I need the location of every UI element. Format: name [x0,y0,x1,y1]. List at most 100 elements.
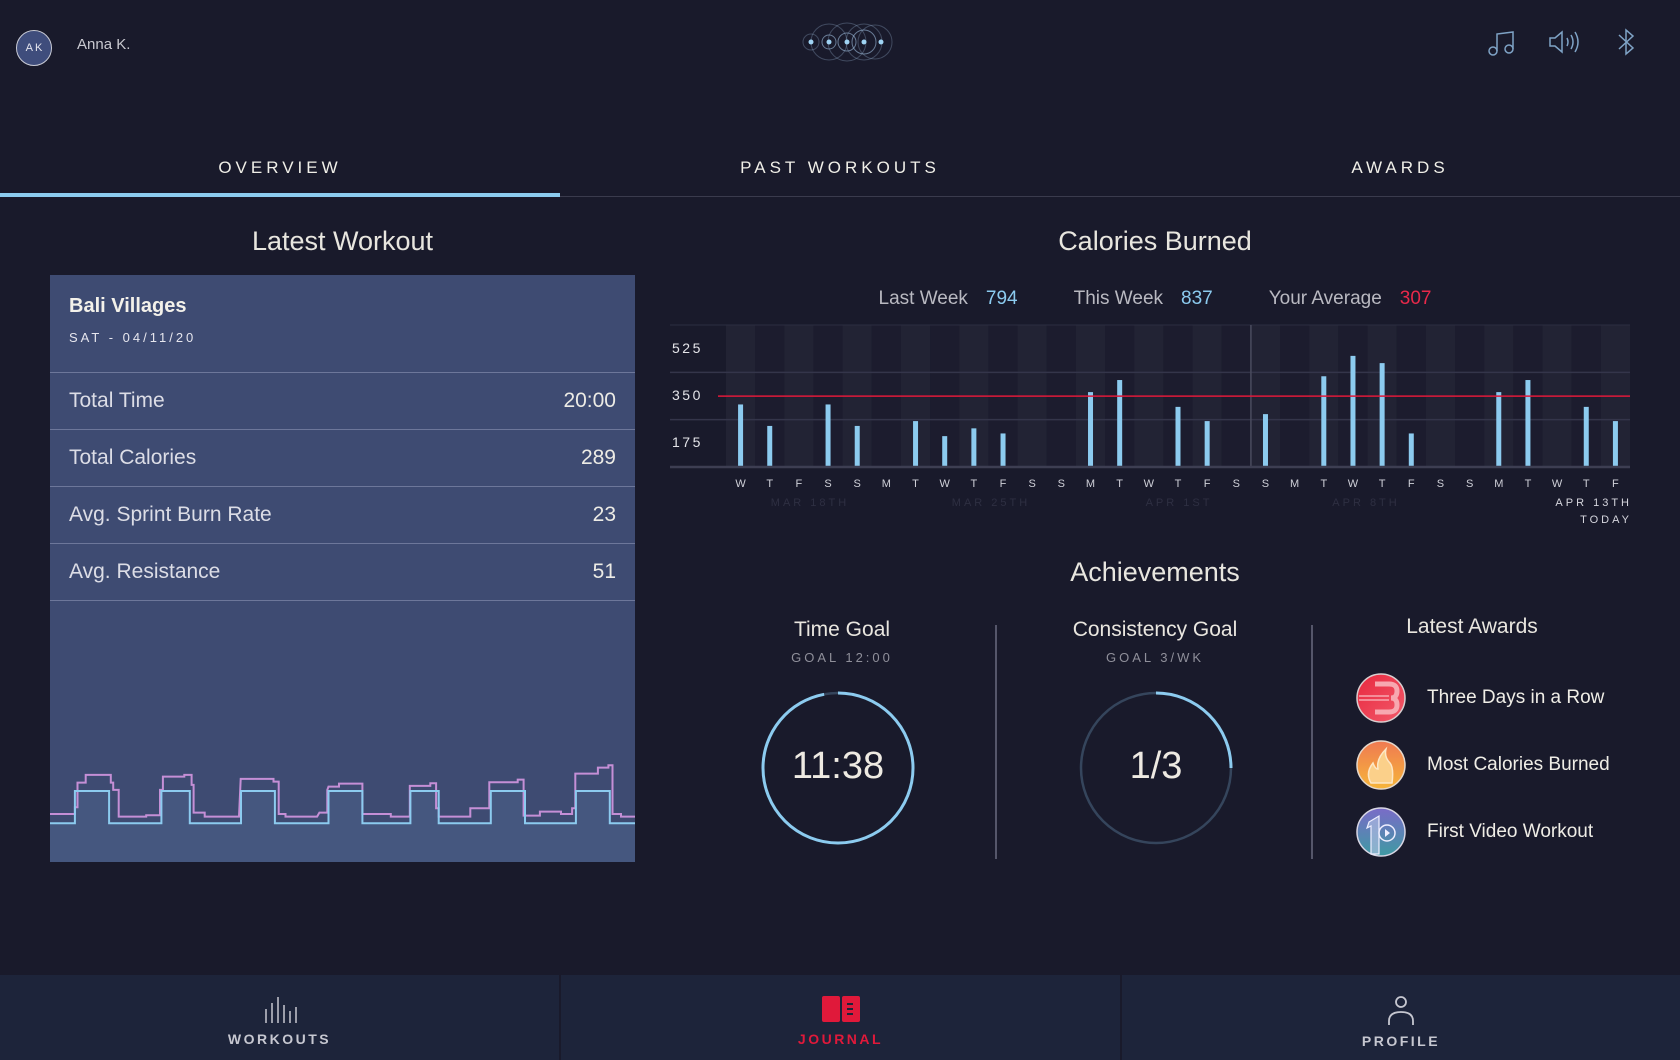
stat-last-week: Last Week 794 [879,288,1018,310]
calories-bar-chart: 175 350 525 W T F S S M T W T F S S M T W T F S S M T W T F S S M T W T F [670,324,1630,490]
stat-row-sprint-burn-rate: Avg. Sprint Burn Rate 23 [50,487,635,544]
calorie-bar [1204,421,1210,467]
consistency-goal-target: GOAL 3/WK [1105,650,1205,665]
target-line [50,790,635,825]
stat-value: 23 [592,503,616,526]
latest-workout-title: Latest Workout [251,226,434,256]
stat-value: 794 [985,288,1018,309]
calorie-bar [1262,414,1268,467]
tab-past-workouts[interactable]: PAST WORKOUTS [740,158,940,177]
nav-profile[interactable]: PROFILE [1122,975,1680,1060]
calorie-bar [825,404,831,467]
stat-row-avg-resistance: Avg. Resistance 51 [50,544,635,601]
day-label: W [1144,478,1155,490]
ring-progress [1079,691,1233,845]
day-label: M [1086,478,1095,490]
award-item[interactable]: Most Calories Burned [1355,739,1675,791]
tab-awards[interactable]: AWARDS [1351,158,1449,177]
day-label: W [940,478,951,490]
nav-label: WORKOUTS [227,1031,332,1047]
day-label: S [824,478,831,490]
week-label-current: APR 13TH [1555,497,1632,509]
day-label: M [882,478,891,490]
flame-award-icon [1356,740,1406,790]
time-goal-target: GOAL 12:00 [791,650,893,665]
ring-progress [761,691,915,845]
consistency-goal-title: Consistency Goal [1072,618,1238,641]
y-tick-label: 175 [672,434,703,450]
user-name: Anna K. [77,36,131,53]
stat-your-average: Your Average 307 [1269,288,1432,310]
time-goal-ring [761,691,915,845]
day-label: W [735,478,746,490]
latest-awards-title: Latest Awards [1406,615,1538,638]
calorie-bar [854,425,860,467]
day-label: S [1233,478,1240,490]
time-goal-value: 11:38 [791,745,885,787]
stat-value: 837 [1181,288,1213,309]
day-label: S [854,478,861,490]
day-label: T [766,478,773,490]
nav-label: PROFILE [1361,1033,1441,1049]
achievements-title: Achievements [1070,557,1240,587]
calorie-bar [1175,406,1181,467]
stat-label: Total Time [69,389,165,412]
effort-area [50,791,635,862]
y-tick-label: 525 [672,340,703,356]
day-label: S [1058,478,1065,490]
today-label: TODAY [1580,514,1632,526]
day-label: T [912,478,919,490]
calorie-bar [1525,380,1531,467]
calorie-bar [1612,421,1618,467]
workout-name: Bali Villages [69,295,187,317]
day-label: T [1525,478,1532,490]
three-days-award-icon [1356,673,1406,723]
award-label: Most Calories Burned [1427,754,1610,775]
day-label: S [1262,478,1269,490]
stat-label: This Week [1073,288,1164,309]
bars-icon [264,997,297,1023]
calorie-bar [738,404,744,467]
nav-journal[interactable]: JOURNAL [561,975,1120,1060]
music-icon[interactable] [1485,26,1519,58]
consistency-goal-ring [1079,691,1233,845]
day-label: M [1494,478,1503,490]
first-video-award-icon [1356,807,1406,857]
nav-workouts[interactable]: WORKOUTS [0,975,559,1060]
stat-label: Total Calories [69,446,197,469]
day-label: F [1204,478,1211,490]
calorie-bar [1000,433,1006,467]
stat-row-total-calories: Total Calories 289 [50,430,635,487]
award-label: First Video Workout [1427,821,1594,842]
workout-date: SAT - 04/11/20 [69,330,197,345]
stat-label: Avg. Sprint Burn Rate [69,503,272,526]
workout-profile-chart [50,764,635,862]
stat-value: 289 [580,446,616,469]
day-label: W [1348,478,1359,490]
latest-workout-card[interactable]: Bali Villages SAT - 04/11/20 Total Time 2… [50,275,635,862]
volume-icon[interactable] [1547,26,1581,58]
tab-overview[interactable]: OVERVIEW [218,158,342,177]
award-item[interactable]: First Video Workout [1355,806,1675,858]
bluetooth-icon[interactable] [1610,26,1644,58]
nav-label: JOURNAL [797,1031,884,1047]
tab-divider [0,196,1680,197]
day-label: M [1290,478,1299,490]
resistance-line [50,764,635,818]
award-item[interactable]: Three Days in a Row [1355,672,1675,724]
calorie-bar [913,421,919,467]
avatar[interactable]: AK [16,30,52,66]
day-label: F [1408,478,1415,490]
stat-label: Avg. Resistance [69,560,221,583]
calorie-bar [942,436,948,467]
award-label: Three Days in a Row [1427,687,1605,708]
day-label: F [796,478,803,490]
stat-value: 307 [1399,288,1432,309]
day-label: W [1552,478,1563,490]
calorie-bar [971,428,977,467]
day-label: S [1466,478,1473,490]
stat-label: Your Average [1268,288,1382,309]
divider [995,625,997,859]
stat-label: Last Week [878,288,968,309]
journal-icon [821,996,860,1022]
